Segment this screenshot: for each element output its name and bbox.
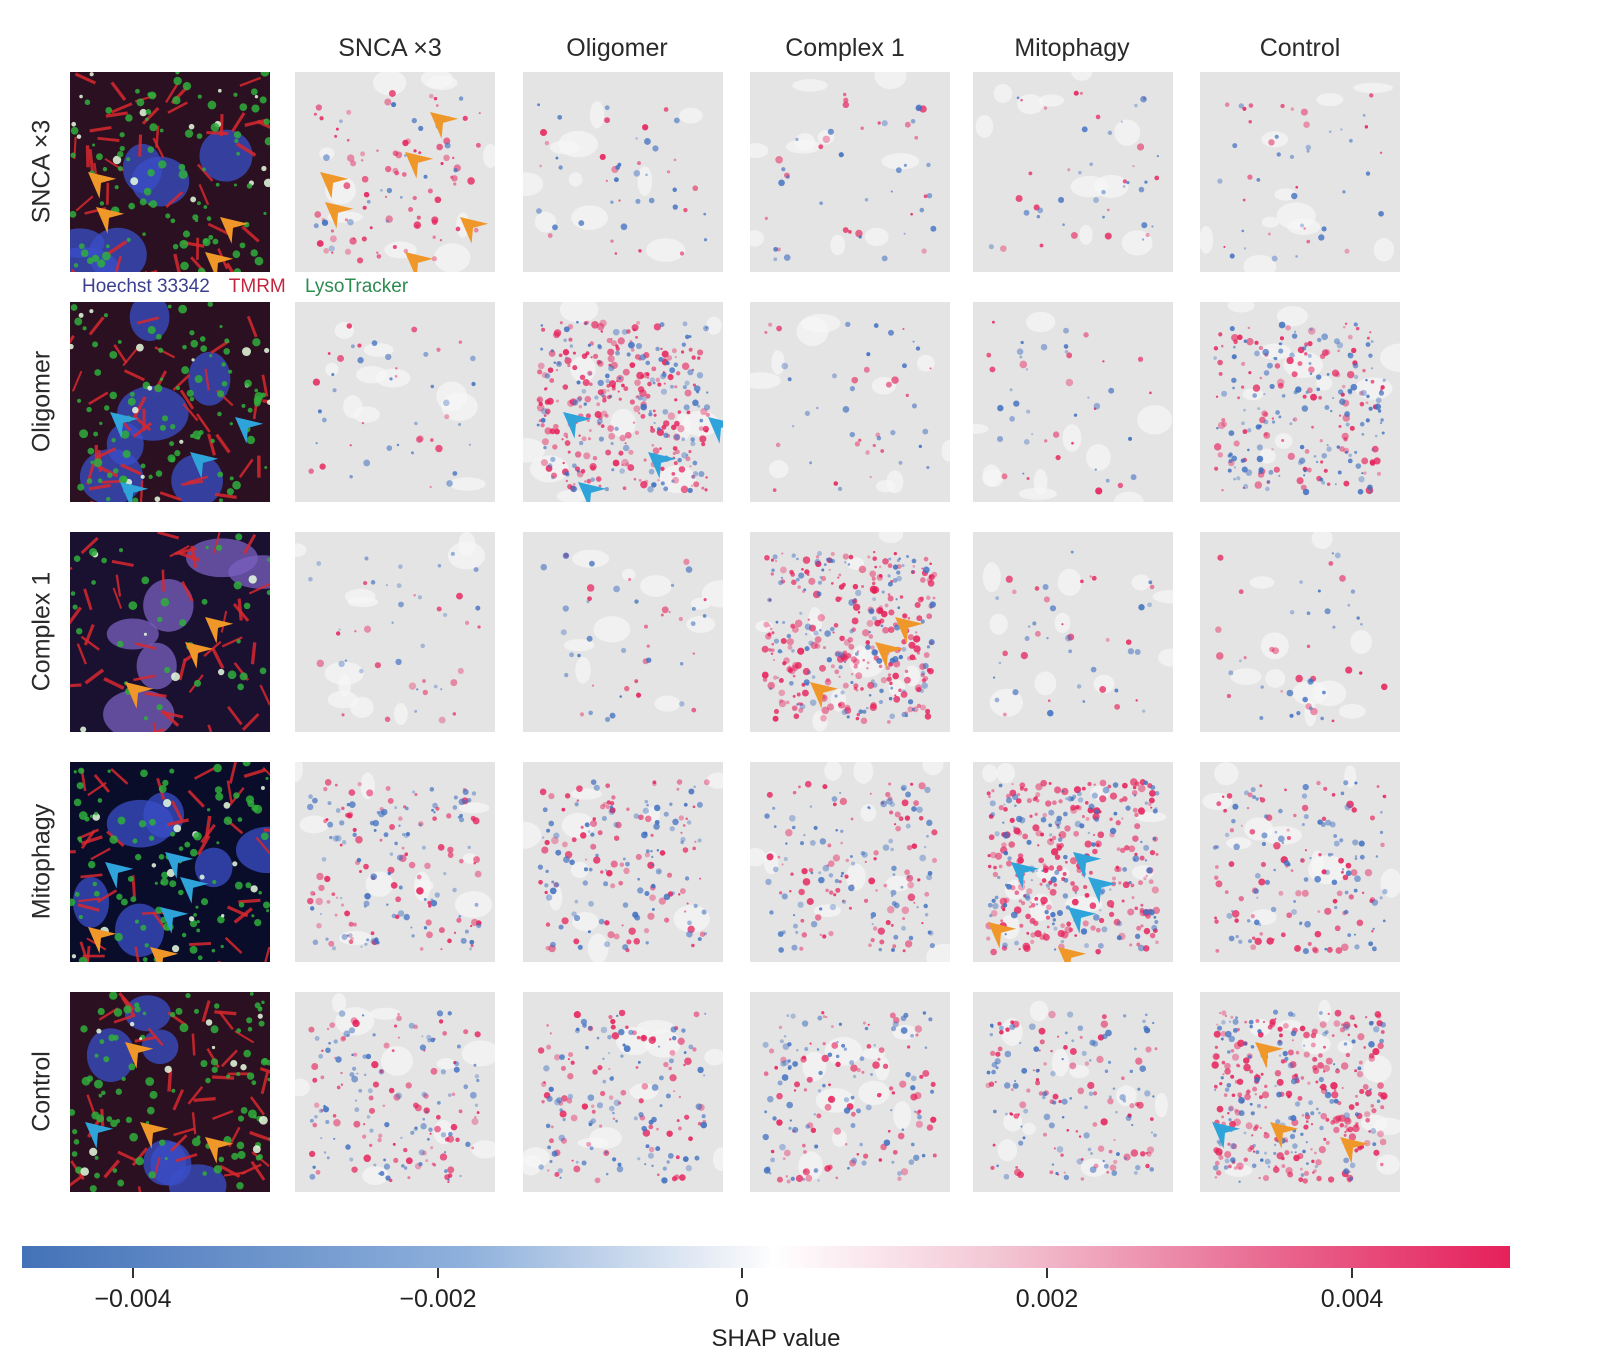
legend-lysotracker: LysoTracker	[305, 276, 408, 297]
tile-control-micrograph	[70, 992, 270, 1192]
row-label-snca: SNCA ×3	[28, 72, 57, 272]
colorbar-tick	[1351, 1268, 1353, 1278]
colorbar-tick	[437, 1268, 439, 1278]
column-header-snca: SNCA ×3	[290, 34, 490, 63]
tile-oligomer-complex1	[750, 302, 950, 502]
column-header-complex1: Complex 1	[745, 34, 945, 63]
shap-colorbar	[22, 1246, 1510, 1268]
tile-oligomer-snca	[295, 302, 495, 502]
tile-mitophagy-control	[1200, 762, 1400, 962]
tile-complex1-complex1	[750, 532, 950, 732]
tile-complex1-micrograph	[70, 532, 270, 732]
tile-control-complex1	[750, 992, 950, 1192]
tile-mitophagy-mitophagy	[973, 762, 1173, 962]
colorbar-tick-label: −0.002	[368, 1285, 508, 1314]
tile-complex1-oligomer	[523, 532, 723, 732]
tile-oligomer-micrograph	[70, 302, 270, 502]
column-header-control: Control	[1200, 34, 1400, 63]
row-label-control: Control	[28, 992, 57, 1192]
tile-snca-snca	[295, 72, 495, 272]
tile-snca-micrograph	[70, 72, 270, 272]
tile-mitophagy-micrograph	[70, 762, 270, 962]
tile-snca-control	[1200, 72, 1400, 272]
colorbar-tick-label: 0.004	[1282, 1285, 1422, 1314]
tile-control-mitophagy	[973, 992, 1173, 1192]
tile-oligomer-oligomer	[523, 302, 723, 502]
colorbar-tick-label: 0.002	[977, 1285, 1117, 1314]
tile-complex1-snca	[295, 532, 495, 732]
tile-complex1-mitophagy	[973, 532, 1173, 732]
colorbar-tick	[1046, 1268, 1048, 1278]
column-header-mitophagy: Mitophagy	[972, 34, 1172, 63]
colorbar-tick-label: −0.004	[63, 1285, 203, 1314]
tile-mitophagy-oligomer	[523, 762, 723, 962]
stain-legend: Hoechst 33342 TMRM LysoTracker	[82, 276, 422, 298]
tile-snca-oligomer	[523, 72, 723, 272]
tile-complex1-control	[1200, 532, 1400, 732]
tile-control-snca	[295, 992, 495, 1192]
tile-mitophagy-complex1	[750, 762, 950, 962]
tile-oligomer-mitophagy	[973, 302, 1173, 502]
tile-control-control	[1200, 992, 1400, 1192]
colorbar-tick-label: 0	[672, 1285, 812, 1314]
column-header-oligomer: Oligomer	[517, 34, 717, 63]
row-label-complex1: Complex 1	[28, 532, 57, 732]
tile-control-oligomer	[523, 992, 723, 1192]
tile-snca-complex1	[750, 72, 950, 272]
colorbar-tick	[741, 1268, 743, 1278]
row-label-mitophagy: Mitophagy	[28, 762, 57, 962]
tile-oligomer-control	[1200, 302, 1400, 502]
colorbar-tick	[132, 1268, 134, 1278]
legend-hoechst: Hoechst 33342	[82, 276, 210, 297]
row-label-oligomer: Oligomer	[28, 302, 57, 502]
tile-mitophagy-snca	[295, 762, 495, 962]
tile-snca-mitophagy	[973, 72, 1173, 272]
legend-tmrm: TMRM	[229, 276, 286, 297]
